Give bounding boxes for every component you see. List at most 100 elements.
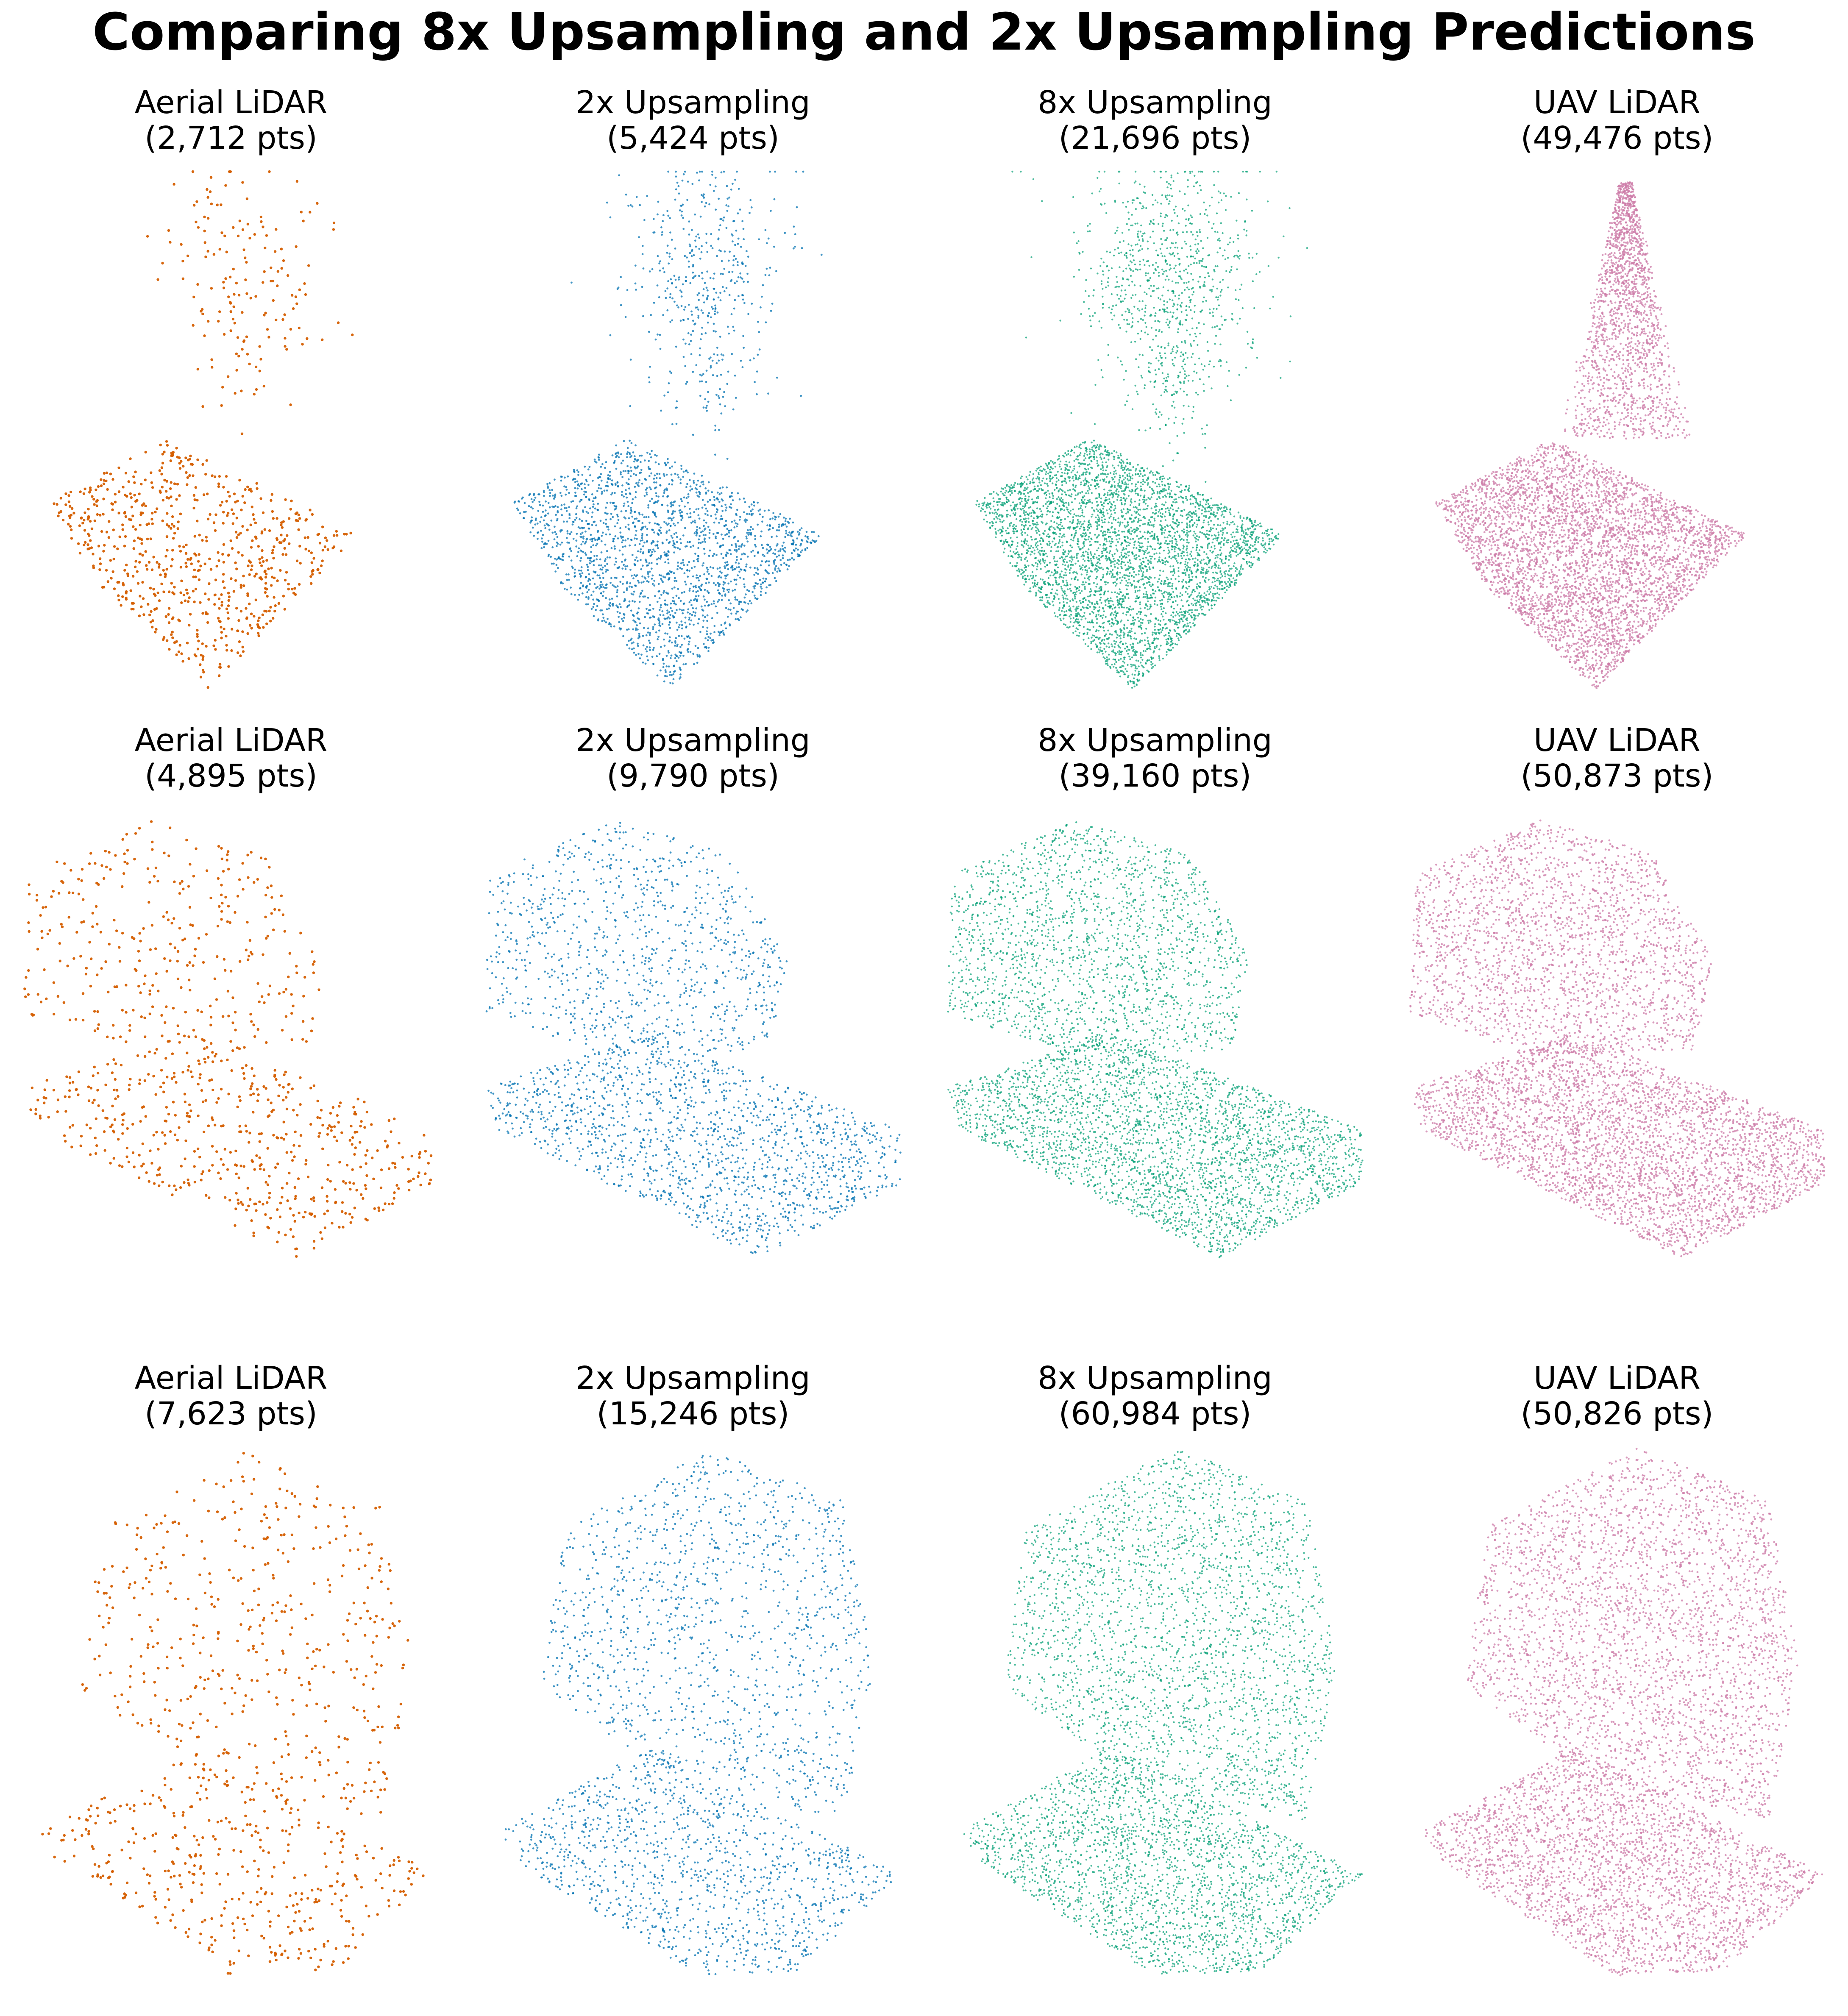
lidar-point xyxy=(584,487,586,489)
lidar-point xyxy=(602,577,604,579)
lidar-point xyxy=(634,458,637,461)
lidar-point xyxy=(673,551,675,554)
lidar-point xyxy=(753,357,755,360)
lidar-point xyxy=(667,517,670,520)
lidar-point xyxy=(569,533,571,535)
lidar-point xyxy=(1160,645,1162,647)
lidar-point xyxy=(580,550,583,553)
lidar-point xyxy=(726,533,728,535)
lidar-point xyxy=(571,567,574,569)
lidar-point xyxy=(250,546,253,549)
lidar-point xyxy=(303,536,306,539)
lidar-point xyxy=(270,584,273,587)
lidar-point xyxy=(321,559,324,562)
lidar-point xyxy=(657,533,660,536)
lidar-point xyxy=(631,586,633,588)
lidar-point xyxy=(1164,542,1166,544)
lidar-point xyxy=(996,504,999,506)
lidar-point xyxy=(662,666,665,668)
lidar-point xyxy=(705,202,707,204)
lidar-point xyxy=(1115,631,1117,634)
lidar-point xyxy=(196,283,199,286)
lidar-point xyxy=(231,628,234,631)
lidar-point xyxy=(223,586,226,590)
lidar-point xyxy=(654,623,656,626)
lidar-point xyxy=(262,560,265,563)
lidar-point xyxy=(697,555,700,557)
lidar-point xyxy=(562,555,564,558)
lidar-point xyxy=(611,603,614,606)
lidar-point xyxy=(594,507,596,510)
lidar-point xyxy=(1098,554,1100,557)
lidar-point xyxy=(642,552,644,555)
lidar-point xyxy=(685,342,687,345)
lidar-point xyxy=(656,284,659,286)
lidar-point xyxy=(128,518,131,521)
lidar-point xyxy=(240,509,243,512)
lidar-point xyxy=(1138,520,1140,522)
lidar-point xyxy=(570,531,573,533)
lidar-point xyxy=(614,576,616,579)
lidar-point xyxy=(699,535,701,537)
lidar-point xyxy=(132,525,135,528)
lidar-point xyxy=(1049,468,1051,471)
lidar-point xyxy=(736,556,738,558)
lidar-point xyxy=(606,481,609,484)
lidar-point xyxy=(750,602,753,605)
lidar-point xyxy=(1123,555,1126,557)
lidar-point xyxy=(276,517,278,520)
lidar-point xyxy=(335,530,338,533)
lidar-point xyxy=(166,444,169,447)
lidar-point xyxy=(222,286,225,289)
lidar-point xyxy=(667,391,669,394)
lidar-point xyxy=(1212,504,1214,506)
lidar-point xyxy=(679,567,682,569)
lidar-point xyxy=(765,321,767,324)
lidar-point xyxy=(224,277,227,280)
lidar-point xyxy=(632,628,634,631)
lidar-point xyxy=(589,579,592,581)
lidar-point xyxy=(679,676,682,678)
lidar-point xyxy=(241,228,245,231)
lidar-point xyxy=(718,585,720,587)
lidar-point xyxy=(212,644,215,648)
lidar-point xyxy=(554,557,556,560)
lidar-point xyxy=(110,577,113,580)
lidar-point xyxy=(1180,514,1182,517)
lidar-point xyxy=(1031,539,1033,541)
lidar-point xyxy=(654,550,656,553)
lidar-point xyxy=(125,563,128,567)
lidar-point xyxy=(760,306,762,309)
lidar-point xyxy=(1161,599,1163,601)
lidar-point xyxy=(659,477,661,479)
lidar-point xyxy=(558,557,560,559)
lidar-point xyxy=(775,270,777,273)
lidar-point xyxy=(290,499,293,503)
lidar-point xyxy=(668,529,671,531)
lidar-point xyxy=(688,343,690,345)
lidar-point xyxy=(1196,519,1198,521)
lidar-point xyxy=(70,490,72,494)
lidar-point xyxy=(647,581,650,583)
lidar-point xyxy=(730,580,732,583)
lidar-point xyxy=(752,549,754,552)
lidar-point xyxy=(154,631,157,634)
lidar-point xyxy=(589,562,591,564)
lidar-point xyxy=(705,645,707,648)
lidar-point xyxy=(739,516,741,518)
lidar-point xyxy=(550,556,552,558)
lidar-point xyxy=(668,640,671,642)
lidar-point xyxy=(1197,559,1199,561)
lidar-point xyxy=(177,520,180,523)
lidar-point xyxy=(203,562,206,565)
lidar-point xyxy=(601,572,604,575)
lidar-point xyxy=(717,601,719,603)
lidar-point xyxy=(222,580,225,583)
lidar-point xyxy=(296,519,299,522)
lidar-point xyxy=(661,623,664,625)
lidar-point xyxy=(1129,582,1131,584)
lidar-point xyxy=(1154,548,1156,551)
lidar-point xyxy=(89,489,92,492)
lidar-point xyxy=(149,587,152,590)
lidar-point xyxy=(726,486,728,489)
